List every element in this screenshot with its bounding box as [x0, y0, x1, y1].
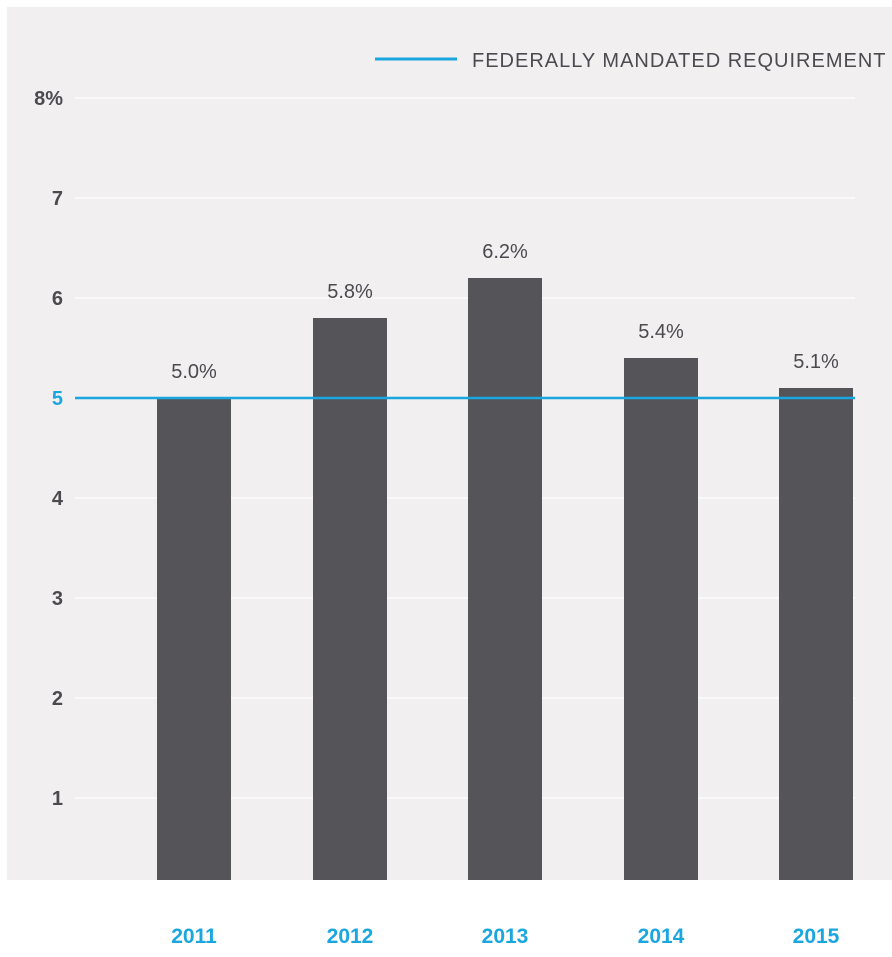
bar-2015	[779, 388, 853, 880]
x-tick-label-2012: 2012	[327, 925, 374, 948]
data-label-2015: 5.1%	[793, 351, 839, 373]
y-tick-label-3: 3	[52, 588, 63, 610]
data-label-2011: 5.0%	[171, 361, 217, 383]
bar-2012	[313, 318, 387, 880]
y-axis-ticks: 1 2 3 4 5 6 7 8%	[34, 88, 64, 810]
y-tick-label-6: 6	[52, 288, 63, 310]
x-tick-label-2013: 2013	[482, 925, 529, 948]
y-tick-label-4: 4	[52, 488, 64, 510]
x-axis-ticks: 2011 2012 2013 2014 2015	[171, 925, 839, 948]
y-tick-label-2: 2	[52, 688, 63, 710]
bar-2013	[468, 278, 542, 880]
data-label-2013: 6.2%	[482, 241, 528, 263]
x-tick-label-2015: 2015	[793, 925, 840, 948]
y-tick-label-1: 1	[52, 788, 63, 810]
legend-label: FEDERALLY MANDATED REQUIREMENT	[472, 50, 887, 72]
plot-background	[7, 7, 892, 880]
bar-2011	[157, 398, 231, 880]
bar-2014	[624, 358, 698, 880]
y-tick-label-8: 8%	[34, 88, 63, 110]
data-labels: 5.0% 5.8% 6.2% 5.4% 5.1%	[171, 241, 839, 383]
x-tick-label-2014: 2014	[638, 925, 685, 948]
data-label-2012: 5.8%	[327, 281, 373, 303]
bars	[157, 278, 853, 880]
y-tick-label-5: 5	[52, 388, 63, 410]
y-tick-label-7: 7	[52, 188, 63, 210]
x-tick-label-2011: 2011	[171, 925, 217, 948]
legend: FEDERALLY MANDATED REQUIREMENT	[375, 50, 887, 72]
data-label-2014: 5.4%	[638, 321, 684, 343]
